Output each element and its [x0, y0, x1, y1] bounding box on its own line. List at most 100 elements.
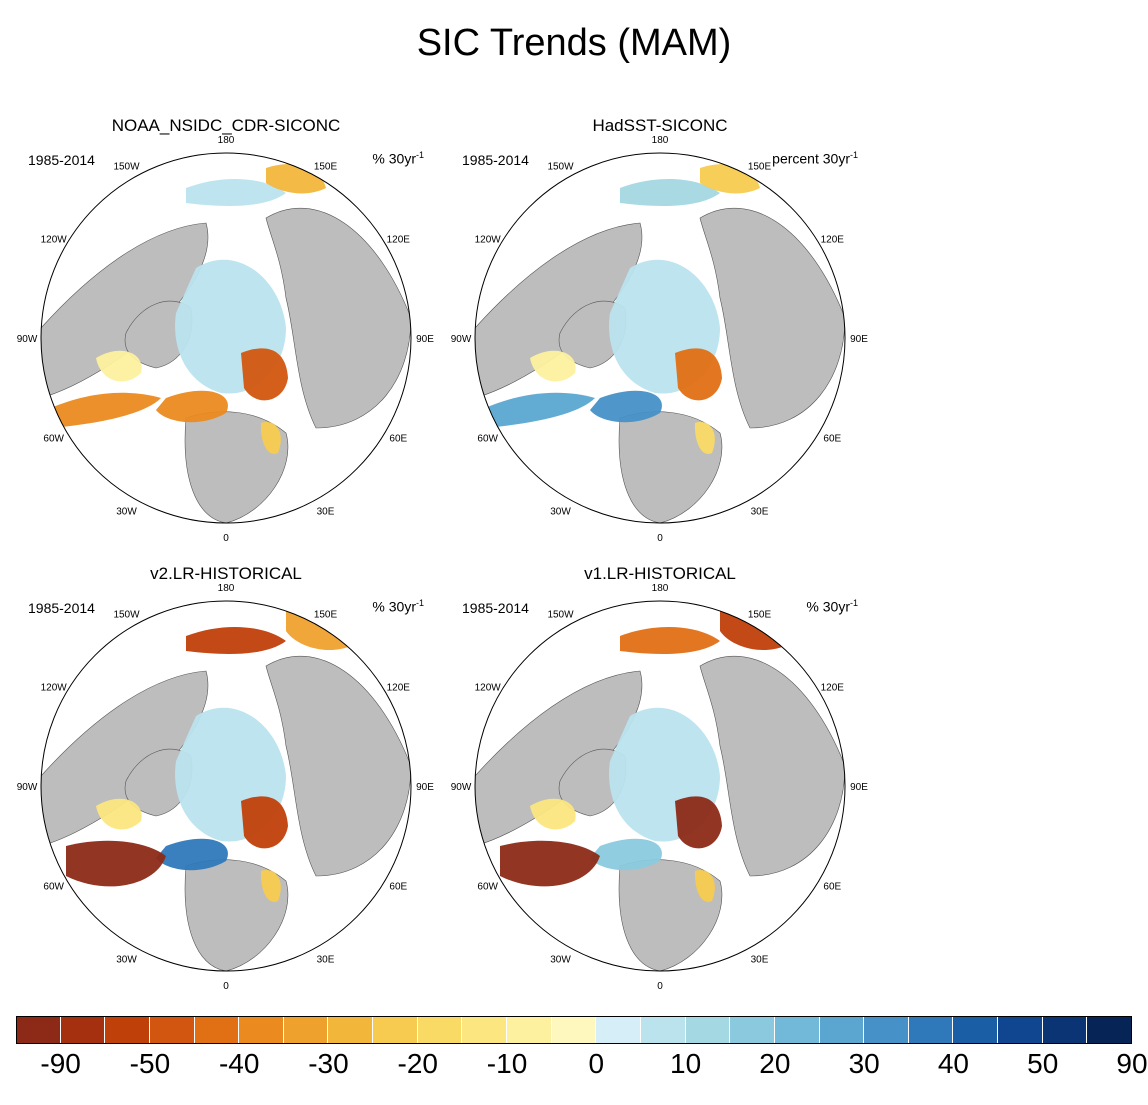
longitude-label: 90E: [850, 334, 868, 345]
colorbar-swatch: [105, 1016, 150, 1044]
trend-region-baltic: [260, 870, 281, 902]
longitude-label: 90E: [416, 334, 434, 345]
trend-region-hudson-bay: [530, 350, 576, 382]
longitude-label: 60W: [43, 434, 64, 445]
longitude-label: 0: [223, 981, 229, 992]
colorbar-swatch: [417, 1016, 463, 1044]
land-mass: [699, 656, 845, 877]
longitude-label: 120W: [41, 683, 68, 694]
panel-title: HadSST-SICONC: [592, 116, 728, 135]
colorbar-swatch: [1042, 1016, 1088, 1044]
longitude-label: 180: [652, 583, 669, 594]
longitude-label: 180: [218, 583, 235, 594]
longitude-label: 120W: [475, 683, 502, 694]
map-boundary: [40, 600, 412, 972]
trend-region-hudson-bay: [96, 350, 142, 382]
longitude-label: 0: [223, 533, 229, 544]
longitude-label: 60W: [477, 882, 498, 893]
longitude-label: 30E: [317, 506, 335, 517]
longitude-label: 120E: [821, 683, 845, 694]
longitude-label: 60E: [389, 882, 407, 893]
longitude-label: 90W: [451, 782, 472, 793]
longitude-label: 30E: [317, 954, 335, 965]
trend-region-laptev-kara: [675, 796, 722, 849]
longitude-label: 60E: [823, 434, 841, 445]
colorbar-tick-label: -40: [218, 1048, 260, 1079]
trend-region-greenland-east: [590, 838, 662, 871]
colorbar-swatch: [507, 1016, 552, 1044]
panel-title: v1.LR-HISTORICAL: [584, 564, 736, 583]
longitude-label: 60W: [43, 882, 64, 893]
colorbar-swatch: [908, 1016, 954, 1044]
panel-title: NOAA_NSIDC_CDR-SICONC: [111, 116, 341, 135]
longitude-label: 90E: [416, 782, 434, 793]
colorbar-tick-label: -90: [40, 1048, 81, 1079]
longitude-label: 150W: [113, 162, 140, 173]
trend-region-greenland-east: [156, 838, 228, 871]
polar-map: 180 150E 120E 90E 60E 30E 0 30W 60W 90W 120W 150W: [17, 583, 435, 992]
longitude-label: 30W: [116, 506, 137, 517]
trend-region-baltic: [694, 422, 715, 454]
trend-region-chukchi: [186, 626, 286, 654]
land-mass: [184, 411, 289, 523]
polar-map: 180 150E 120E 90E 60E 30E 0 30W 60W 90W 120W 150W: [17, 135, 435, 544]
trend-region-baltic: [260, 422, 281, 454]
colorbar-swatch: [373, 1016, 418, 1044]
colorbar-swatch: [149, 1016, 195, 1044]
colorbar-tick-label: 90: [1116, 1048, 1148, 1079]
colorbar-swatch: [998, 1016, 1043, 1044]
land-mass: [699, 208, 845, 429]
panel-title: v2.LR-HISTORICAL: [150, 564, 302, 583]
trend-region-chukchi: [620, 626, 720, 654]
trend-region-baltic: [694, 870, 715, 902]
colorbar-swatch: [819, 1016, 865, 1044]
panel-period: 1985-2014: [462, 600, 529, 616]
colorbar-swatch: [283, 1016, 329, 1044]
panel-period: 1985-2014: [28, 600, 95, 616]
polar-map: 180 150E 120E 90E 60E 30E 0 30W 60W 90W 120W 150W: [451, 583, 869, 992]
map-boundary: [474, 152, 846, 524]
trend-region-chukchi: [186, 178, 286, 206]
colorbar-swatch: [328, 1016, 374, 1044]
trend-region-okhotsk: [720, 610, 785, 651]
land-mass: [265, 208, 411, 429]
longitude-label: 150E: [314, 162, 338, 173]
longitude-label: 180: [218, 135, 235, 146]
trend-region-hudson-bay: [530, 798, 576, 830]
longitude-label: 150W: [547, 162, 574, 173]
colorbar-tick-label: 10: [670, 1048, 702, 1079]
longitude-label: 120E: [387, 235, 411, 246]
longitude-label: 150E: [748, 162, 772, 173]
colorbar-swatch: [16, 1016, 61, 1044]
trend-region-hudson-bay: [96, 798, 142, 830]
colorbar-tick-label: 30: [848, 1048, 880, 1079]
trend-region-laptev-kara: [675, 348, 722, 401]
longitude-label: 180: [652, 135, 669, 146]
map-boundary: [40, 152, 412, 524]
trend-region-labrador: [500, 840, 600, 887]
panel-period: 1985-2014: [462, 152, 529, 168]
longitude-label: 150E: [748, 610, 772, 621]
colorbar-tick-label: 50: [1027, 1048, 1059, 1079]
longitude-label: 30W: [116, 954, 137, 965]
colorbar-swatch: [730, 1016, 775, 1044]
longitude-label: 0: [657, 533, 663, 544]
colorbar-swatch: [864, 1016, 909, 1044]
longitude-label: 60E: [823, 882, 841, 893]
longitude-label: 30W: [550, 954, 571, 965]
trend-region-greenland-east: [590, 390, 662, 423]
longitude-label: 150W: [113, 610, 140, 621]
trend-region-laptev-kara: [241, 348, 288, 401]
colorbar-swatch: [596, 1016, 641, 1044]
colorbar-tick-label: 0: [588, 1048, 605, 1079]
colorbar-swatch: [239, 1016, 284, 1044]
longitude-label: 120W: [475, 235, 502, 246]
colorbar-swatch: [1087, 1016, 1132, 1044]
colorbar-tick-label: 20: [759, 1048, 791, 1079]
longitude-label: 30E: [751, 506, 769, 517]
colorbar-swatch: [953, 1016, 999, 1044]
map-panel: HadSST-SICONC 1985-2014 percent 30yr-1 180 1…: [450, 116, 870, 556]
longitude-label: 90E: [850, 782, 868, 793]
trend-region-laptev-kara: [241, 796, 288, 849]
colorbar-swatch: [462, 1016, 508, 1044]
